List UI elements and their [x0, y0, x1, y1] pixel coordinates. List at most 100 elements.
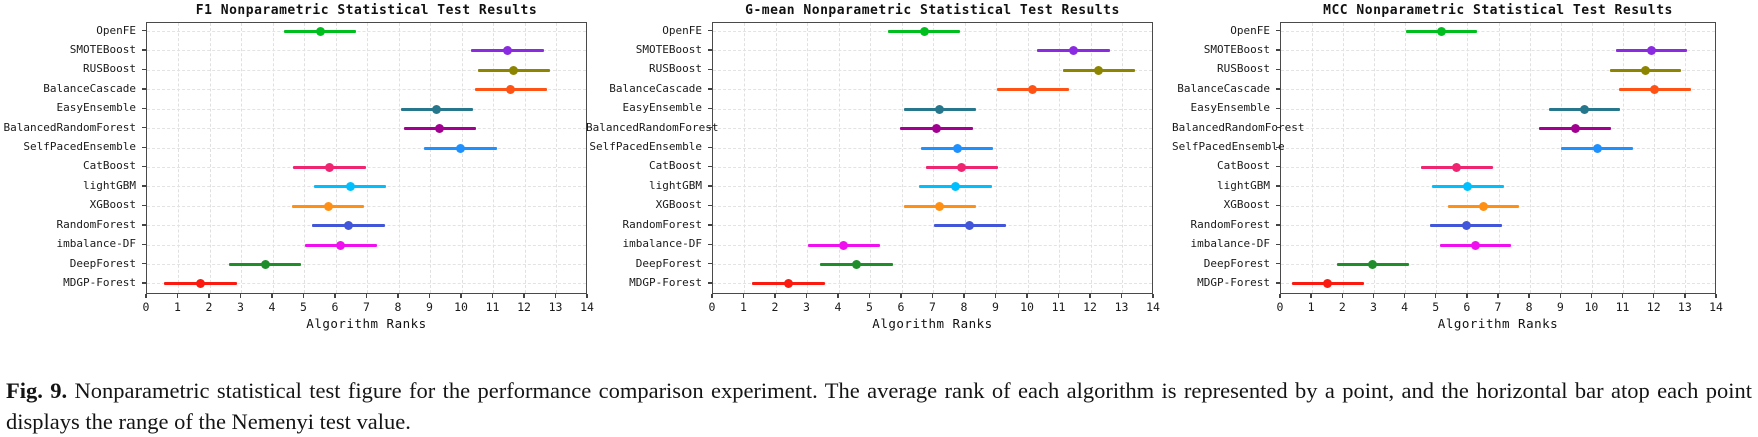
average-rank-point — [509, 65, 519, 75]
algorithm-tick-label: BalanceCascade — [609, 81, 702, 95]
y-tick-mark — [708, 68, 712, 71]
x-tick-label: 4 — [834, 300, 842, 314]
x-tick-label: 8 — [394, 300, 402, 314]
x-tick-label: 4 — [268, 300, 276, 314]
algorithm-tick-label: SelfPacedEnsemble — [1172, 140, 1285, 154]
y-tick-mark — [142, 282, 146, 284]
algorithm-tick-label: imbalance-DF — [1190, 237, 1270, 251]
algorithm-tick-label: RandomForest — [56, 217, 136, 231]
y-tick-mark — [708, 185, 712, 187]
algorithm-tick-label: OpenFE — [662, 23, 702, 37]
algorithm-tick-label: BalanceCascade — [43, 81, 136, 95]
average-rank-point — [1640, 65, 1650, 75]
average-rank-point — [951, 182, 961, 192]
x-tick-mark — [239, 294, 242, 298]
algorithm-tick-label: EasyEnsemble — [56, 101, 136, 115]
grid-line-horizontal — [1281, 166, 1715, 168]
y-tick-mark — [708, 243, 712, 245]
x-tick-mark — [302, 294, 305, 298]
y-tick-mark — [1276, 263, 1280, 265]
grid-line-vertical — [996, 23, 997, 293]
plot-area — [1280, 22, 1716, 294]
x-tick-mark — [1026, 294, 1028, 298]
grid-line-horizontal — [713, 69, 1152, 71]
algorithm-tick-label: OpenFE — [1230, 23, 1270, 37]
x-tick-mark — [1497, 294, 1499, 298]
x-tick-label: 3 — [1369, 300, 1377, 314]
x-tick-label: 14 — [580, 300, 594, 314]
grid-line-vertical — [1373, 23, 1375, 293]
x-tick-label: 6 — [1463, 300, 1471, 314]
x-tick-mark — [805, 294, 808, 298]
grid-line-vertical — [1405, 23, 1407, 293]
grid-line-vertical — [1436, 23, 1438, 293]
grid-line-vertical — [870, 23, 871, 293]
grid-line-horizontal — [1281, 147, 1715, 149]
y-tick-mark — [142, 224, 146, 226]
x-tick-mark — [208, 294, 210, 298]
y-tick-mark — [708, 165, 712, 168]
x-tick-mark — [994, 294, 997, 298]
algorithm-tick-label: MDGP-Forest — [1197, 275, 1270, 289]
y-tick-mark — [142, 204, 146, 207]
x-tick-mark — [1559, 294, 1561, 298]
grid-line-vertical — [335, 23, 337, 293]
algorithm-tick-label: CatBoost — [83, 159, 136, 173]
grid-line-vertical — [1467, 23, 1469, 293]
grid-line-vertical — [838, 23, 840, 293]
x-tick-label: 2 — [205, 300, 213, 314]
y-tick-mark — [142, 107, 146, 110]
average-rank-point — [325, 162, 335, 172]
average-rank-point — [435, 124, 445, 134]
x-tick-mark — [145, 294, 147, 298]
grid-line-horizontal — [1281, 283, 1715, 285]
x-tick-label: 14 — [1146, 300, 1160, 314]
algorithm-tick-label: RandomForest — [622, 217, 702, 231]
gmean-test-panel: G-mean Nonparametric Statistical Test Re… — [586, 0, 1172, 332]
x-tick-mark — [1466, 294, 1468, 298]
algorithm-tick-label: EasyEnsemble — [1190, 101, 1270, 115]
grid-line-vertical — [1529, 23, 1531, 293]
figure-caption: Fig. 9. Nonparametric statistical test f… — [0, 375, 1758, 437]
average-rank-point — [1471, 240, 1481, 250]
y-tick-mark — [1276, 127, 1280, 129]
algorithm-tick-label: BalancedRandomForest — [3, 120, 136, 134]
x-tick-label: 5 — [300, 300, 307, 314]
x-axis-title: Algorithm Ranks — [872, 316, 993, 331]
grid-line-vertical — [807, 23, 808, 293]
x-tick-mark — [1528, 294, 1530, 298]
x-tick-label: 13 — [1114, 300, 1129, 314]
grid-line-horizontal — [147, 128, 586, 130]
caption-label: Fig. 9. — [6, 377, 68, 403]
x-tick-mark — [837, 294, 839, 298]
grid-line-horizontal — [147, 31, 586, 32]
grid-line-horizontal — [713, 283, 1152, 285]
algorithm-tick-label: BalancedRandomForest — [1172, 120, 1305, 134]
algorithm-tick-label: XGBoost — [89, 198, 136, 212]
average-rank-point — [1368, 260, 1378, 270]
x-tick-mark — [428, 294, 431, 298]
average-rank-point — [784, 279, 794, 289]
grid-line-vertical — [304, 23, 305, 293]
grid-line-horizontal — [147, 264, 586, 266]
x-tick-label: 6 — [331, 300, 339, 314]
average-rank-point — [1069, 46, 1079, 56]
f1-test-panel: F1 Nonparametric Statistical Test Result… — [0, 0, 594, 332]
plot-area — [146, 22, 587, 294]
algorithm-tick-label: SMOTEBoost — [1203, 42, 1270, 56]
y-tick-mark — [142, 88, 146, 90]
x-axis-title: Algorithm Ranks — [1437, 316, 1559, 331]
x-tick-label: 9 — [1556, 300, 1564, 314]
x-tick-label: 9 — [426, 300, 433, 314]
average-rank-point — [957, 162, 967, 172]
x-tick-mark — [271, 294, 273, 298]
average-rank-point — [1580, 104, 1590, 114]
y-tick-mark — [1276, 165, 1280, 168]
x-tick-label: 0 — [142, 300, 150, 314]
y-tick-mark — [142, 243, 146, 245]
x-tick-label: 12 — [517, 300, 531, 314]
average-rank-point — [919, 27, 929, 36]
y-tick-mark — [708, 127, 712, 129]
grid-line-vertical — [367, 23, 368, 293]
